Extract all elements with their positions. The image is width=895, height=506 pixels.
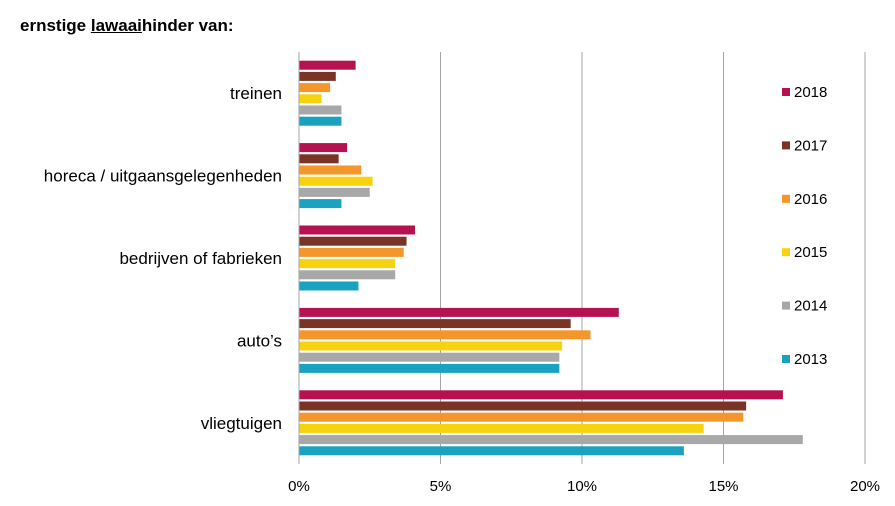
bar (299, 94, 322, 104)
bar (299, 341, 563, 351)
x-tick-labels: 0% 5% 10% 15% 20% (288, 478, 880, 495)
x-tick-label: 0% (288, 478, 310, 495)
legend-swatch (782, 141, 790, 150)
bar (299, 330, 591, 340)
legend-item: 2015 (782, 244, 827, 261)
bar (299, 319, 571, 329)
legend-swatch (782, 88, 790, 96)
bar (299, 412, 744, 422)
category-label: vliegtuigen (201, 414, 282, 433)
legend-item: 2016 (782, 191, 827, 208)
bar (299, 105, 342, 115)
bar (299, 363, 560, 373)
legend-label: 2017 (794, 137, 827, 154)
legend-label: 2016 (794, 191, 827, 208)
bar (299, 83, 331, 93)
title-suffix: hinder van: (141, 16, 234, 35)
title-prefix: ernstige (20, 16, 91, 35)
bar (299, 446, 684, 456)
bar (299, 401, 747, 411)
bar (299, 199, 342, 209)
category-label: horeca / uitgaansgelegenheden (44, 167, 282, 186)
bar (299, 247, 404, 257)
category-label: bedrijven of fabrieken (119, 249, 282, 268)
legend-label: 2013 (794, 351, 827, 368)
category-labels: treinen horeca / uitgaansgelegenheden bedr… (44, 84, 282, 433)
legend-item: 2018 (782, 84, 827, 101)
bar (299, 165, 362, 175)
bar (299, 270, 396, 280)
category-label: treinen (230, 84, 282, 103)
x-tick-label: 10% (567, 478, 597, 495)
title-underlined: lawaai (90, 16, 142, 35)
legend-swatch (782, 355, 790, 363)
legend-label: 2018 (794, 84, 827, 101)
bar (299, 60, 356, 70)
x-tick-label: 20% (850, 478, 880, 495)
bar (299, 176, 373, 186)
bar (299, 116, 342, 126)
bar (299, 435, 803, 445)
legend-item: 2017 (782, 137, 827, 154)
legend-label: 2014 (794, 298, 827, 315)
bar (299, 143, 348, 153)
bar (299, 71, 336, 81)
bars (299, 60, 803, 456)
legend-item: 2013 (782, 351, 827, 368)
chart-title: ernstige lawaaihinder van: (20, 16, 234, 36)
bar (299, 390, 783, 400)
legend: 2018 2017 2016 2015 2014 2013 (782, 84, 827, 368)
legend-swatch (782, 301, 790, 310)
legend-label: 2015 (794, 244, 827, 261)
bar (299, 187, 370, 197)
category-label: auto’s (237, 331, 282, 350)
bar (299, 259, 396, 269)
bar (299, 307, 619, 317)
legend-swatch (782, 194, 790, 203)
bar (299, 154, 339, 164)
legend-swatch (782, 248, 790, 257)
bar (299, 352, 560, 362)
bar (299, 236, 407, 246)
x-tick-label: 15% (708, 478, 738, 495)
legend-item: 2014 (782, 298, 827, 315)
bar (299, 225, 416, 235)
bar (299, 281, 359, 291)
bar (299, 423, 704, 433)
x-tick-label: 5% (430, 478, 452, 495)
